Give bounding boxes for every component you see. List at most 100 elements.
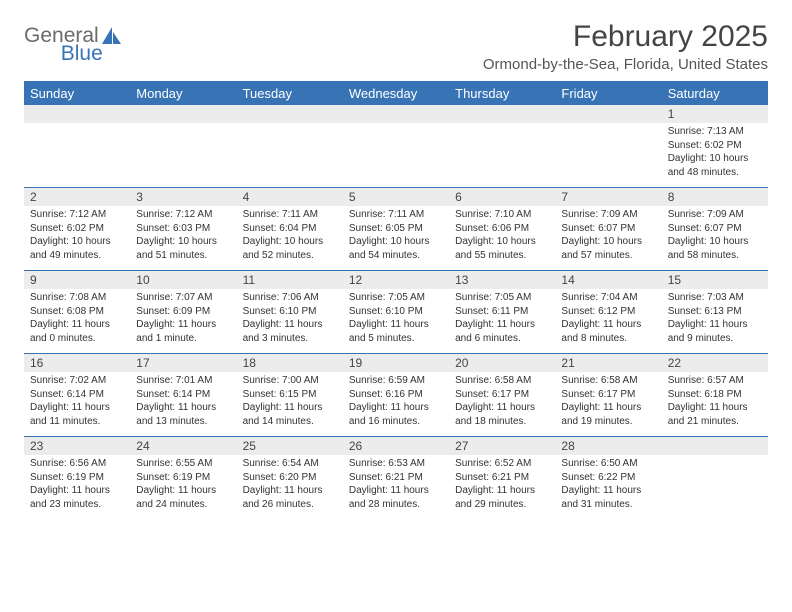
day-header: Tuesday	[237, 82, 343, 105]
date-number	[24, 105, 130, 123]
day-cell: Sunrise: 6:57 AMSunset: 6:18 PMDaylight:…	[662, 372, 768, 436]
day-cell: Sunrise: 7:04 AMSunset: 6:12 PMDaylight:…	[555, 289, 661, 353]
logo: General Blue	[24, 24, 167, 48]
sunset-text: Sunset: 6:09 PM	[136, 305, 230, 319]
day-cell: Sunrise: 6:53 AMSunset: 6:21 PMDaylight:…	[343, 455, 449, 519]
day-cell	[662, 455, 768, 519]
sunrise-text: Sunrise: 7:02 AM	[30, 374, 124, 388]
date-number: 10	[130, 271, 236, 289]
data-row: Sunrise: 7:08 AMSunset: 6:08 PMDaylight:…	[24, 289, 768, 353]
sunset-text: Sunset: 6:02 PM	[668, 139, 762, 153]
sunset-text: Sunset: 6:08 PM	[30, 305, 124, 319]
date-number: 18	[237, 354, 343, 372]
daylight-text: Daylight: 11 hours and 0 minutes.	[30, 318, 124, 345]
day-cell: Sunrise: 7:10 AMSunset: 6:06 PMDaylight:…	[449, 206, 555, 270]
date-number: 15	[662, 271, 768, 289]
sunrise-text: Sunrise: 7:09 AM	[561, 208, 655, 222]
sunrise-text: Sunrise: 7:13 AM	[668, 125, 762, 139]
date-number: 17	[130, 354, 236, 372]
sunset-text: Sunset: 6:20 PM	[243, 471, 337, 485]
calendar-grid: Sunday Monday Tuesday Wednesday Thursday…	[24, 81, 768, 519]
sunset-text: Sunset: 6:03 PM	[136, 222, 230, 236]
date-number	[343, 105, 449, 123]
sunrise-text: Sunrise: 7:03 AM	[668, 291, 762, 305]
sunset-text: Sunset: 6:04 PM	[243, 222, 337, 236]
sunset-text: Sunset: 6:14 PM	[30, 388, 124, 402]
day-cell	[343, 123, 449, 187]
sunset-text: Sunset: 6:12 PM	[561, 305, 655, 319]
sunset-text: Sunset: 6:07 PM	[668, 222, 762, 236]
day-header: Monday	[130, 82, 236, 105]
date-number-row: 2345678	[24, 187, 768, 206]
date-number	[555, 105, 661, 123]
logo-sail-icon	[101, 26, 123, 46]
date-number-row: 16171819202122	[24, 353, 768, 372]
sunrise-text: Sunrise: 7:04 AM	[561, 291, 655, 305]
daylight-text: Daylight: 11 hours and 16 minutes.	[349, 401, 443, 428]
sunset-text: Sunset: 6:14 PM	[136, 388, 230, 402]
header: General Blue February 2025 Ormond-by-the…	[24, 20, 768, 73]
sunset-text: Sunset: 6:10 PM	[349, 305, 443, 319]
sunrise-text: Sunrise: 7:07 AM	[136, 291, 230, 305]
sunrise-text: Sunrise: 7:05 AM	[455, 291, 549, 305]
date-number: 16	[24, 354, 130, 372]
day-header: Saturday	[662, 82, 768, 105]
day-cell: Sunrise: 7:03 AMSunset: 6:13 PMDaylight:…	[662, 289, 768, 353]
sunset-text: Sunset: 6:18 PM	[668, 388, 762, 402]
sunset-text: Sunset: 6:11 PM	[455, 305, 549, 319]
day-cell: Sunrise: 7:13 AMSunset: 6:02 PMDaylight:…	[662, 123, 768, 187]
date-number	[237, 105, 343, 123]
day-cell: Sunrise: 7:11 AMSunset: 6:05 PMDaylight:…	[343, 206, 449, 270]
date-number: 23	[24, 437, 130, 455]
sunset-text: Sunset: 6:10 PM	[243, 305, 337, 319]
date-number: 12	[343, 271, 449, 289]
day-cell: Sunrise: 7:11 AMSunset: 6:04 PMDaylight:…	[237, 206, 343, 270]
sunrise-text: Sunrise: 7:06 AM	[243, 291, 337, 305]
day-header: Sunday	[24, 82, 130, 105]
daylight-text: Daylight: 11 hours and 9 minutes.	[668, 318, 762, 345]
sunrise-text: Sunrise: 6:58 AM	[455, 374, 549, 388]
sunset-text: Sunset: 6:17 PM	[561, 388, 655, 402]
date-number: 21	[555, 354, 661, 372]
daylight-text: Daylight: 10 hours and 49 minutes.	[30, 235, 124, 262]
sunrise-text: Sunrise: 7:05 AM	[349, 291, 443, 305]
logo-text-2: Blue	[61, 42, 103, 65]
day-cell: Sunrise: 6:56 AMSunset: 6:19 PMDaylight:…	[24, 455, 130, 519]
sunset-text: Sunset: 6:21 PM	[349, 471, 443, 485]
day-cell: Sunrise: 6:52 AMSunset: 6:21 PMDaylight:…	[449, 455, 555, 519]
daylight-text: Daylight: 10 hours and 55 minutes.	[455, 235, 549, 262]
date-number	[130, 105, 236, 123]
day-header: Thursday	[449, 82, 555, 105]
day-cell: Sunrise: 7:02 AMSunset: 6:14 PMDaylight:…	[24, 372, 130, 436]
sunset-text: Sunset: 6:07 PM	[561, 222, 655, 236]
date-number: 13	[449, 271, 555, 289]
daylight-text: Daylight: 11 hours and 3 minutes.	[243, 318, 337, 345]
sunrise-text: Sunrise: 7:11 AM	[349, 208, 443, 222]
day-cell: Sunrise: 7:09 AMSunset: 6:07 PMDaylight:…	[555, 206, 661, 270]
sunset-text: Sunset: 6:05 PM	[349, 222, 443, 236]
sunset-text: Sunset: 6:02 PM	[30, 222, 124, 236]
date-number: 11	[237, 271, 343, 289]
day-cell: Sunrise: 6:50 AMSunset: 6:22 PMDaylight:…	[555, 455, 661, 519]
location-text: Ormond-by-the-Sea, Florida, United State…	[483, 56, 768, 73]
day-header: Wednesday	[343, 82, 449, 105]
sunrise-text: Sunrise: 7:10 AM	[455, 208, 549, 222]
sunrise-text: Sunrise: 6:59 AM	[349, 374, 443, 388]
date-number: 2	[24, 188, 130, 206]
daylight-text: Daylight: 10 hours and 57 minutes.	[561, 235, 655, 262]
date-number: 3	[130, 188, 236, 206]
sunrise-text: Sunrise: 6:58 AM	[561, 374, 655, 388]
date-number: 26	[343, 437, 449, 455]
sunset-text: Sunset: 6:19 PM	[30, 471, 124, 485]
daylight-text: Daylight: 11 hours and 28 minutes.	[349, 484, 443, 511]
day-cell: Sunrise: 7:05 AMSunset: 6:11 PMDaylight:…	[449, 289, 555, 353]
date-number: 7	[555, 188, 661, 206]
date-number-row: 1	[24, 105, 768, 123]
daylight-text: Daylight: 10 hours and 51 minutes.	[136, 235, 230, 262]
sunrise-text: Sunrise: 6:52 AM	[455, 457, 549, 471]
daylight-text: Daylight: 11 hours and 19 minutes.	[561, 401, 655, 428]
sunset-text: Sunset: 6:22 PM	[561, 471, 655, 485]
daylight-text: Daylight: 11 hours and 24 minutes.	[136, 484, 230, 511]
sunrise-text: Sunrise: 7:08 AM	[30, 291, 124, 305]
daylight-text: Daylight: 11 hours and 6 minutes.	[455, 318, 549, 345]
